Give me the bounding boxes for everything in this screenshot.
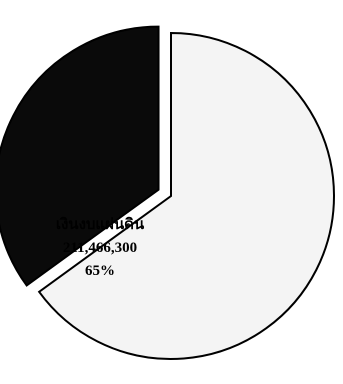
slice-label-value: 211,466,300 [63,240,137,256]
slice-label-name: เงินงบแผ่นดิน [56,215,145,233]
pie-slice-0 [37,31,335,360]
slice-label-percent: 65% [85,263,115,279]
pie-slice-1 [0,25,160,287]
pie-slices [0,25,335,360]
